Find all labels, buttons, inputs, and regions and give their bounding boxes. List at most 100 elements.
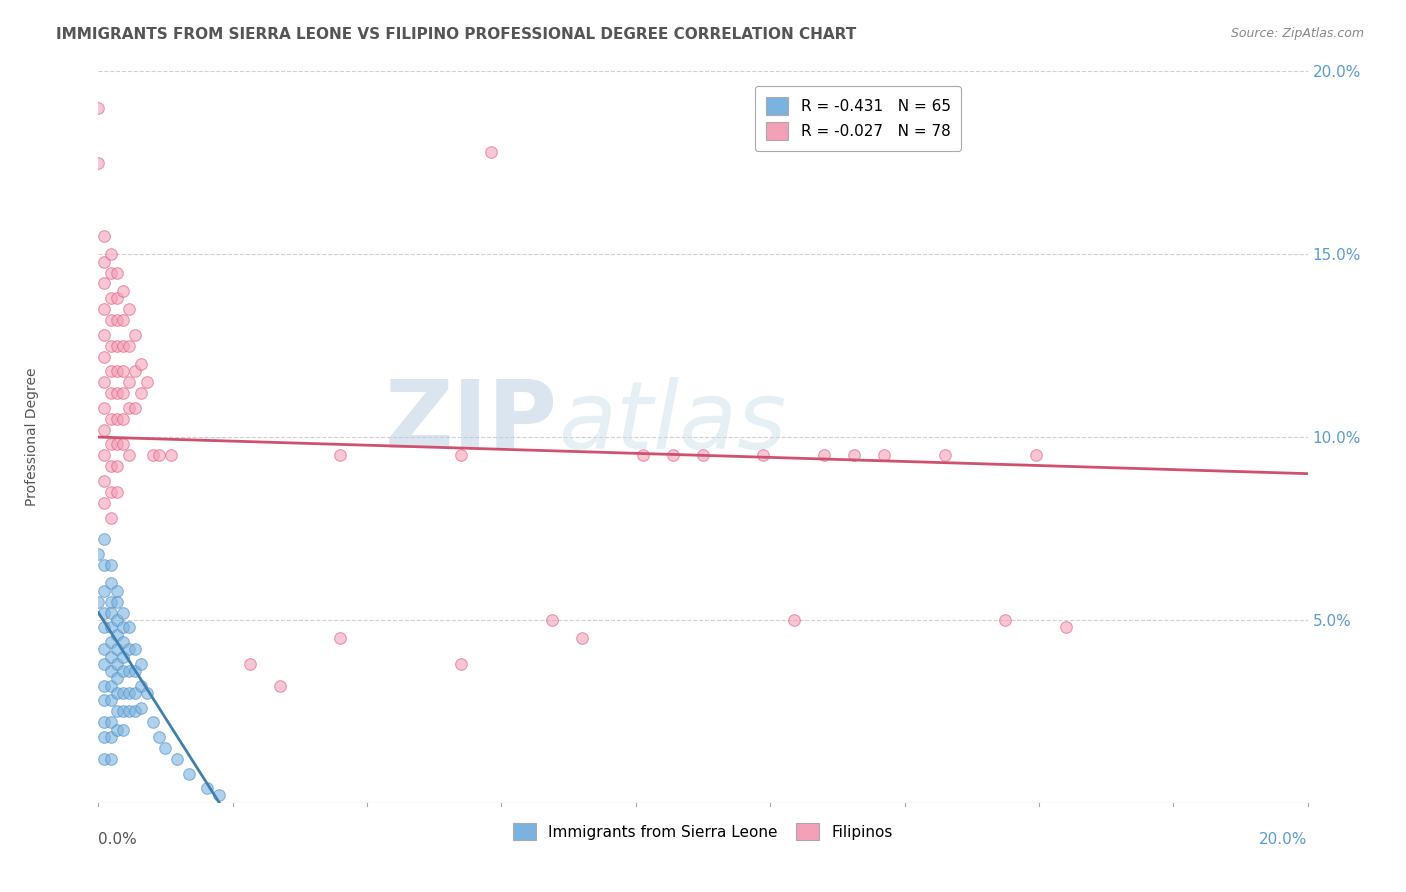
- Point: [118, 375, 141, 389]
- Point: [111, 412, 134, 426]
- Point: [1054, 620, 1077, 634]
- Legend: Immigrants from Sierra Leone, Filipinos: Immigrants from Sierra Leone, Filipinos: [508, 816, 898, 847]
- Point: [111, 635, 134, 649]
- Point: [105, 657, 128, 671]
- Point: [93, 642, 115, 657]
- Point: [124, 686, 146, 700]
- Point: [692, 448, 714, 462]
- Point: [111, 606, 134, 620]
- Point: [111, 664, 134, 678]
- Point: [450, 448, 472, 462]
- Point: [93, 715, 115, 730]
- Point: [93, 375, 115, 389]
- Text: IMMIGRANTS FROM SIERRA LEONE VS FILIPINO PROFESSIONAL DEGREE CORRELATION CHART: IMMIGRANTS FROM SIERRA LEONE VS FILIPINO…: [56, 27, 856, 42]
- Point: [105, 364, 128, 378]
- Point: [129, 679, 152, 693]
- Point: [93, 301, 115, 317]
- Point: [105, 594, 128, 608]
- Point: [450, 657, 472, 671]
- Text: 0.0%: 0.0%: [98, 832, 138, 847]
- Point: [100, 752, 122, 766]
- Point: [118, 664, 141, 678]
- Point: [93, 752, 115, 766]
- Point: [100, 459, 122, 474]
- Point: [105, 437, 128, 451]
- Point: [100, 364, 122, 378]
- Point: [148, 730, 170, 744]
- Text: Professional Degree: Professional Degree: [25, 368, 39, 507]
- Point: [481, 145, 503, 159]
- Point: [118, 401, 141, 415]
- Point: [124, 664, 146, 678]
- Point: [153, 740, 176, 755]
- Point: [100, 679, 122, 693]
- Point: [129, 700, 152, 714]
- Point: [1024, 448, 1046, 462]
- Point: [934, 448, 956, 462]
- Point: [844, 448, 866, 462]
- Point: [208, 789, 231, 803]
- Point: [148, 448, 170, 462]
- Point: [93, 496, 115, 510]
- Point: [783, 613, 806, 627]
- Point: [105, 583, 128, 598]
- Point: [93, 423, 115, 437]
- Point: [100, 291, 122, 305]
- Point: [93, 277, 115, 291]
- Point: [87, 156, 110, 170]
- Point: [87, 594, 110, 608]
- Point: [100, 664, 122, 678]
- Point: [100, 412, 122, 426]
- Point: [93, 448, 115, 462]
- Point: [661, 448, 683, 462]
- Point: [135, 686, 157, 700]
- Point: [100, 693, 122, 707]
- Point: [111, 620, 134, 634]
- Point: [100, 730, 122, 744]
- Point: [93, 401, 115, 415]
- Text: ZIP: ZIP: [385, 376, 558, 468]
- Point: [111, 364, 134, 378]
- Point: [571, 632, 593, 646]
- Point: [93, 229, 115, 244]
- Point: [105, 338, 128, 352]
- Point: [124, 401, 146, 415]
- Point: [105, 642, 128, 657]
- Point: [100, 606, 122, 620]
- Point: [100, 247, 122, 261]
- Point: [129, 657, 152, 671]
- Point: [124, 364, 146, 378]
- Point: [179, 766, 201, 780]
- Point: [105, 723, 128, 737]
- Point: [93, 620, 115, 634]
- Point: [87, 547, 110, 561]
- Point: [118, 338, 141, 352]
- Point: [100, 510, 122, 524]
- Point: [129, 386, 152, 401]
- Point: [129, 357, 152, 371]
- Point: [93, 693, 115, 707]
- Point: [111, 313, 134, 327]
- Point: [124, 327, 146, 342]
- Point: [124, 705, 146, 719]
- Point: [329, 632, 352, 646]
- Point: [111, 705, 134, 719]
- Point: [100, 558, 122, 573]
- Point: [329, 448, 352, 462]
- Point: [100, 313, 122, 327]
- Text: 20.0%: 20.0%: [1260, 832, 1308, 847]
- Point: [239, 657, 262, 671]
- Point: [105, 459, 128, 474]
- Point: [166, 752, 188, 766]
- Point: [93, 327, 115, 342]
- Point: [752, 448, 775, 462]
- Point: [994, 613, 1017, 627]
- Point: [93, 679, 115, 693]
- Point: [100, 715, 122, 730]
- Point: [105, 705, 128, 719]
- Point: [100, 386, 122, 401]
- Point: [93, 533, 115, 547]
- Point: [135, 375, 157, 389]
- Point: [142, 448, 165, 462]
- Point: [269, 679, 291, 693]
